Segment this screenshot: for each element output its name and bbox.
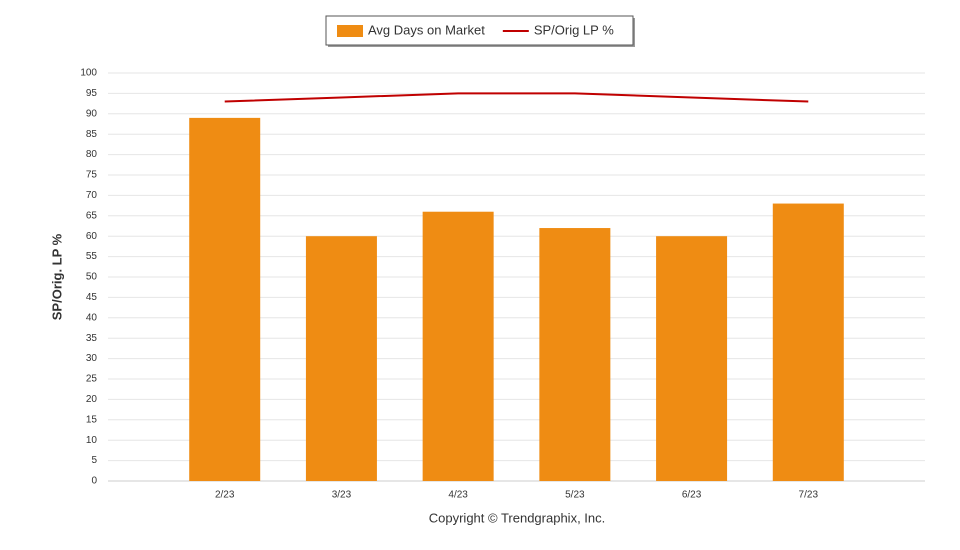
y-tick-label: 55 xyxy=(86,251,98,262)
legend-swatch xyxy=(337,25,363,37)
bar xyxy=(189,117,261,481)
bar xyxy=(305,236,377,481)
y-tick-label: 25 xyxy=(86,374,98,385)
x-tick-label: 5/23 xyxy=(565,490,585,501)
x-tick-label: 3/23 xyxy=(332,490,352,501)
y-tick-label: 20 xyxy=(86,394,98,405)
y-tick-label: 100 xyxy=(80,68,97,79)
y-tick-label: 35 xyxy=(86,333,98,344)
bar xyxy=(539,228,611,481)
y-tick-label: 75 xyxy=(86,170,98,181)
y-tick-label: 65 xyxy=(86,210,98,221)
y-tick-label: 50 xyxy=(86,272,98,283)
bar xyxy=(772,203,844,481)
legend-label: Avg Days on Market xyxy=(368,22,485,37)
y-tick-label: 10 xyxy=(86,435,98,446)
y-tick-label: 30 xyxy=(86,353,98,364)
y-tick-label: 15 xyxy=(86,414,98,425)
x-tick-label: 7/23 xyxy=(799,490,819,501)
y-tick-label: 90 xyxy=(86,108,98,119)
y-tick-label: 80 xyxy=(86,149,98,160)
x-tick-label: 4/23 xyxy=(448,490,468,501)
y-tick-label: 5 xyxy=(91,455,97,466)
x-axis-label: Copyright © Trendgraphix, Inc. xyxy=(429,510,606,525)
x-tick-label: 6/23 xyxy=(682,490,702,501)
y-tick-label: 85 xyxy=(86,129,98,140)
y-tick-label: 40 xyxy=(86,312,98,323)
y-tick-label: 60 xyxy=(86,231,98,242)
y-tick-label: 70 xyxy=(86,190,98,201)
x-tick-label: 2/23 xyxy=(215,490,235,501)
y-tick-label: 95 xyxy=(86,88,98,99)
bar xyxy=(422,211,494,481)
line xyxy=(224,92,809,103)
bar xyxy=(656,236,728,481)
y-tick-label: 45 xyxy=(86,292,98,303)
y-axis-label: SP/Orig. LP % xyxy=(49,233,64,320)
legend-label: SP/Orig LP % xyxy=(534,22,614,37)
legend-box xyxy=(325,15,634,46)
y-tick-label: 0 xyxy=(91,476,97,487)
